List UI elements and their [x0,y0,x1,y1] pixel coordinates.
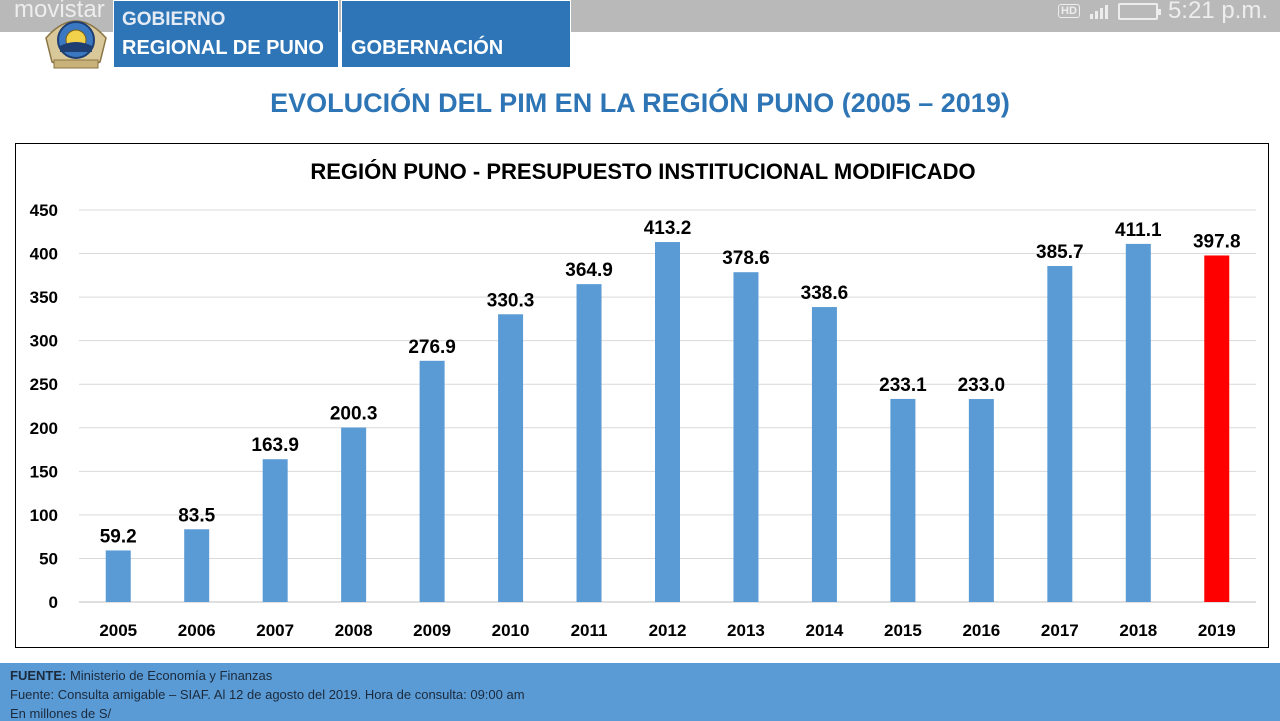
footer-source-text: Ministerio de Economía y Finanzas [66,668,273,683]
data-label-2018: 411.1 [1115,220,1162,241]
footer-units-line: En millones de S/ [10,706,112,721]
bar-2010 [498,314,524,602]
x-tick-label-2017: 2017 [1041,621,1079,640]
header-org-box [113,0,339,68]
x-tick-label-2010: 2010 [492,621,530,640]
x-tick-label-2008: 2008 [335,621,373,640]
header-section-box [341,0,571,68]
bar-2013 [733,272,759,602]
y-tick-label: 400 [30,245,58,264]
x-tick-label-2011: 2011 [571,621,608,640]
bar-2019 [1204,255,1230,603]
x-tick-label-2009: 2009 [413,621,451,640]
data-label-2014: 338.6 [801,283,849,304]
data-label-2016: 233.0 [958,375,1006,396]
bar-2008 [341,427,367,602]
hd-icon: HD [1058,4,1080,18]
bar-2018 [1125,243,1151,602]
y-tick-label: 150 [30,462,58,481]
bar-2014 [811,307,837,602]
x-tick-label-2005: 2005 [99,621,137,640]
y-tick-label: 100 [30,506,58,525]
footer: FUENTE: Ministerio de Economía y Finanza… [0,663,1280,721]
data-label-2008: 200.3 [330,404,378,425]
x-tick-label-2013: 2013 [727,621,765,640]
clock: 5:21 p.m. [1167,0,1268,24]
data-label-2009: 276.9 [408,337,456,358]
bar-2012 [655,242,680,602]
y-tick-label: 450 [30,201,58,220]
x-tick-label-2016: 2016 [962,621,1000,640]
bar-2006 [184,529,210,602]
chart-title: REGIÓN PUNO - PRESUPUESTO INSTITUCIONAL … [310,159,976,184]
bar-chart: 0 50 100 150 200 250 300 350 400 450 59.2 2005 83.5 2… [30,201,1256,640]
header-org-line1: GOBIERNO [122,9,226,30]
data-label-2006: 83.5 [178,505,215,526]
bar-2005 [105,550,131,602]
footer-source-line: FUENTE: Ministerio de Economía y Finanza… [10,666,1280,685]
bar-2017 [1047,266,1073,602]
bar-2015 [890,398,916,602]
y-tick-label: 50 [39,549,58,568]
header-section: GOBERNACIÓN [351,37,504,59]
bar-2007 [262,459,288,602]
footer-source-label: FUENTE: [10,668,67,683]
y-tick-label: 200 [30,419,58,438]
x-tick-label-2018: 2018 [1119,621,1157,640]
bar-2009 [419,360,445,602]
signal-icon [1089,3,1108,19]
x-tick-label-2019: 2019 [1198,621,1236,640]
y-tick-label: 300 [30,332,58,351]
regional-government-logo [45,20,107,69]
data-label-2012: 413.2 [644,218,692,239]
data-label-2013: 378.6 [722,248,770,269]
x-tick-label-2014: 2014 [806,621,844,640]
x-tick-label-2015: 2015 [884,621,922,640]
data-label-2005: 59.2 [100,526,137,547]
x-tick-label-2007: 2007 [256,621,294,640]
data-label-2007: 163.9 [251,435,299,456]
chart-frame: REGIÓN PUNO - PRESUPUESTO INSTITUCIONAL … [15,143,1269,648]
status-icons: HD 5:21 p.m. [1058,0,1268,25]
carrier-name: movistar [14,0,105,23]
data-label-2010: 330.3 [487,290,535,311]
x-tick-label-2012: 2012 [649,621,687,640]
battery-icon [1117,2,1161,20]
data-label-2011: 364.9 [565,260,613,281]
slide-title: EVOLUCIÓN DEL PIM EN LA REGIÓN PUNO (200… [270,88,1010,118]
bar-2011 [576,284,602,602]
footer-query-line: Fuente: Consulta amigable – SIAF. Al 12 … [10,687,525,702]
data-label-2017: 385.7 [1036,242,1084,263]
y-tick-label: 0 [49,593,58,612]
bar-2016 [968,399,994,602]
data-label-2019: 397.8 [1193,231,1241,252]
y-tick-label: 350 [30,288,58,307]
data-label-2015: 233.1 [879,375,927,396]
x-tick-label-2006: 2006 [178,621,216,640]
y-tick-label: 250 [30,375,58,394]
header-org-line2: REGIONAL DE PUNO [122,37,324,59]
